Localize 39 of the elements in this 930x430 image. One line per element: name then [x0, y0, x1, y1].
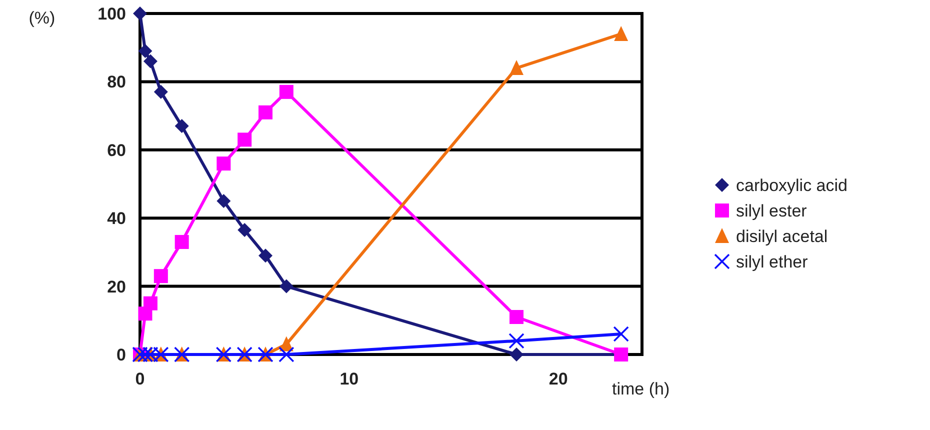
point: [279, 84, 294, 99]
y-tick-label: 60: [107, 140, 126, 160]
point: [508, 332, 524, 349]
point: [216, 156, 231, 171]
point: [174, 234, 189, 249]
point: [278, 346, 294, 362]
point: [174, 119, 189, 134]
point: [138, 44, 152, 58]
point: [143, 54, 158, 68]
legend-label: silyl ester: [736, 201, 808, 220]
point: [154, 269, 168, 284]
point: [614, 26, 628, 41]
y-tick-label: 20: [107, 277, 126, 296]
point: [258, 248, 272, 263]
y-tick-label: 100: [98, 4, 126, 24]
y-axis-title: (%): [28, 8, 56, 28]
y-tick-label: 80: [107, 72, 126, 92]
x-tick-label: 0: [135, 370, 145, 388]
y-tick-label: 40: [107, 209, 126, 228]
x-axis-title: time (h): [612, 380, 670, 398]
point: [258, 105, 272, 120]
point: [216, 194, 231, 208]
point: [510, 60, 524, 76]
x-tick-label: 10: [340, 370, 359, 388]
y-tick-label: 0: [116, 345, 126, 364]
x-tick-label: 20: [548, 370, 568, 388]
point: [143, 296, 158, 310]
point: [613, 326, 629, 342]
point: [154, 84, 168, 99]
legend-label: disilyl acetal: [736, 226, 828, 246]
point: [510, 310, 524, 324]
point: [510, 348, 524, 362]
legend-label: carboxylic acid: [736, 176, 848, 195]
point: [238, 132, 252, 147]
legend-label: silyl ether: [736, 252, 808, 272]
point: [279, 279, 294, 294]
point: [238, 223, 252, 238]
point: [137, 346, 154, 362]
point: [133, 6, 147, 20]
